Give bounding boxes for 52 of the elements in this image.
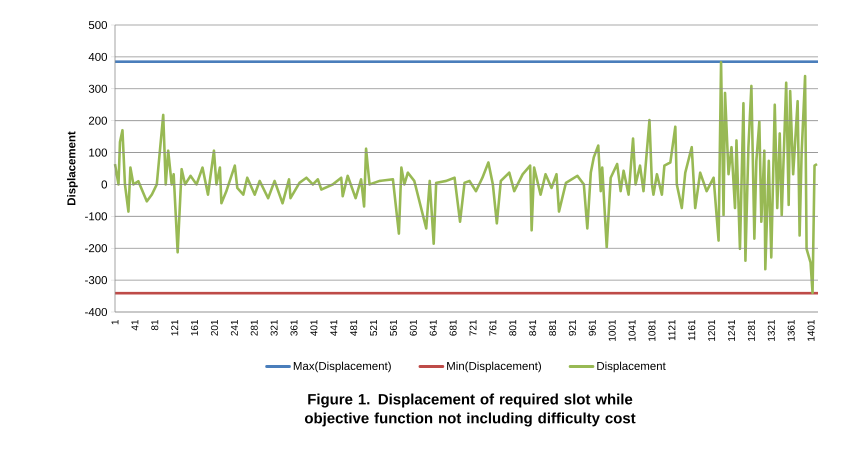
x-tick-label: 681 — [450, 320, 457, 336]
y-tick-label: 100 — [89, 148, 108, 157]
legend-label: Displacement — [597, 362, 666, 372]
x-tick-label: 921 — [568, 320, 576, 336]
x-tick-label: 401 — [310, 320, 318, 336]
x-tick-label: 1401 — [808, 320, 815, 341]
text: Figure 1. Displacement of required slot while objective function not including difficulty cost — [304, 394, 636, 426]
x-tick-label: 361 — [290, 320, 298, 336]
x-tick-label: 721 — [469, 320, 476, 336]
x-tick-label: 441 — [330, 320, 338, 336]
y-tick-label: 400 — [88, 52, 108, 61]
y-tick-label: -300 — [85, 276, 108, 284]
y-tick-label: -200 — [85, 244, 108, 252]
x-tick-label: 1361 — [788, 320, 795, 341]
x-tick-label: 1241 — [728, 320, 735, 341]
x-tick-label: 481 — [350, 320, 358, 336]
y-tick-label: -100 — [85, 212, 108, 220]
x-tick-label: 1161 — [688, 320, 696, 340]
x-tick-label: 801 — [509, 320, 516, 336]
x-tick-label: 1281 — [748, 320, 755, 341]
y-axis-title: Displacement — [67, 131, 78, 205]
x-tick-label: 1041 — [628, 320, 636, 341]
line-series — [114, 61, 818, 294]
x-tick-label: 961 — [588, 320, 596, 336]
x-tick-label: 121 — [171, 320, 178, 336]
x-tick-label: 241 — [230, 320, 238, 336]
y-tick-label: 0 — [102, 180, 108, 188]
legend-label: Max(Displacement) — [294, 362, 391, 372]
legend-label: Min(Displacement) — [447, 362, 541, 372]
y-tick-label: -400 — [85, 308, 108, 316]
y-tick-label: 300 — [88, 84, 108, 93]
x-tick-label: 1321 — [768, 320, 775, 341]
x-tick-label: 1 — [112, 320, 118, 324]
x-tick-label: 1081 — [648, 320, 656, 341]
x-tick-label: 41 — [131, 320, 138, 330]
y-tick-label: 500 — [88, 20, 108, 30]
x-tick-label: 521 — [370, 320, 378, 336]
x-tick-label: 641 — [430, 320, 437, 336]
x-tick-label: 161 — [191, 320, 198, 336]
x-tick-label: 321 — [270, 320, 278, 336]
x-tick-label: 881 — [548, 320, 556, 336]
x-tick-label: 201 — [210, 320, 218, 336]
x-tick-label: 1121 — [668, 320, 676, 340]
x-tick-label: 81 — [151, 320, 158, 330]
x-tick-label: 761 — [489, 320, 496, 336]
x-tick-label: 841 — [529, 320, 536, 336]
x-tick-label: 561 — [390, 320, 397, 336]
x-tick-label: 281 — [250, 320, 258, 336]
x-tick-label: 601 — [410, 320, 417, 336]
y-tick-label: 200 — [88, 116, 108, 125]
x-tick-label: 1001 — [608, 320, 616, 341]
x-tick-label: 1201 — [708, 320, 716, 341]
